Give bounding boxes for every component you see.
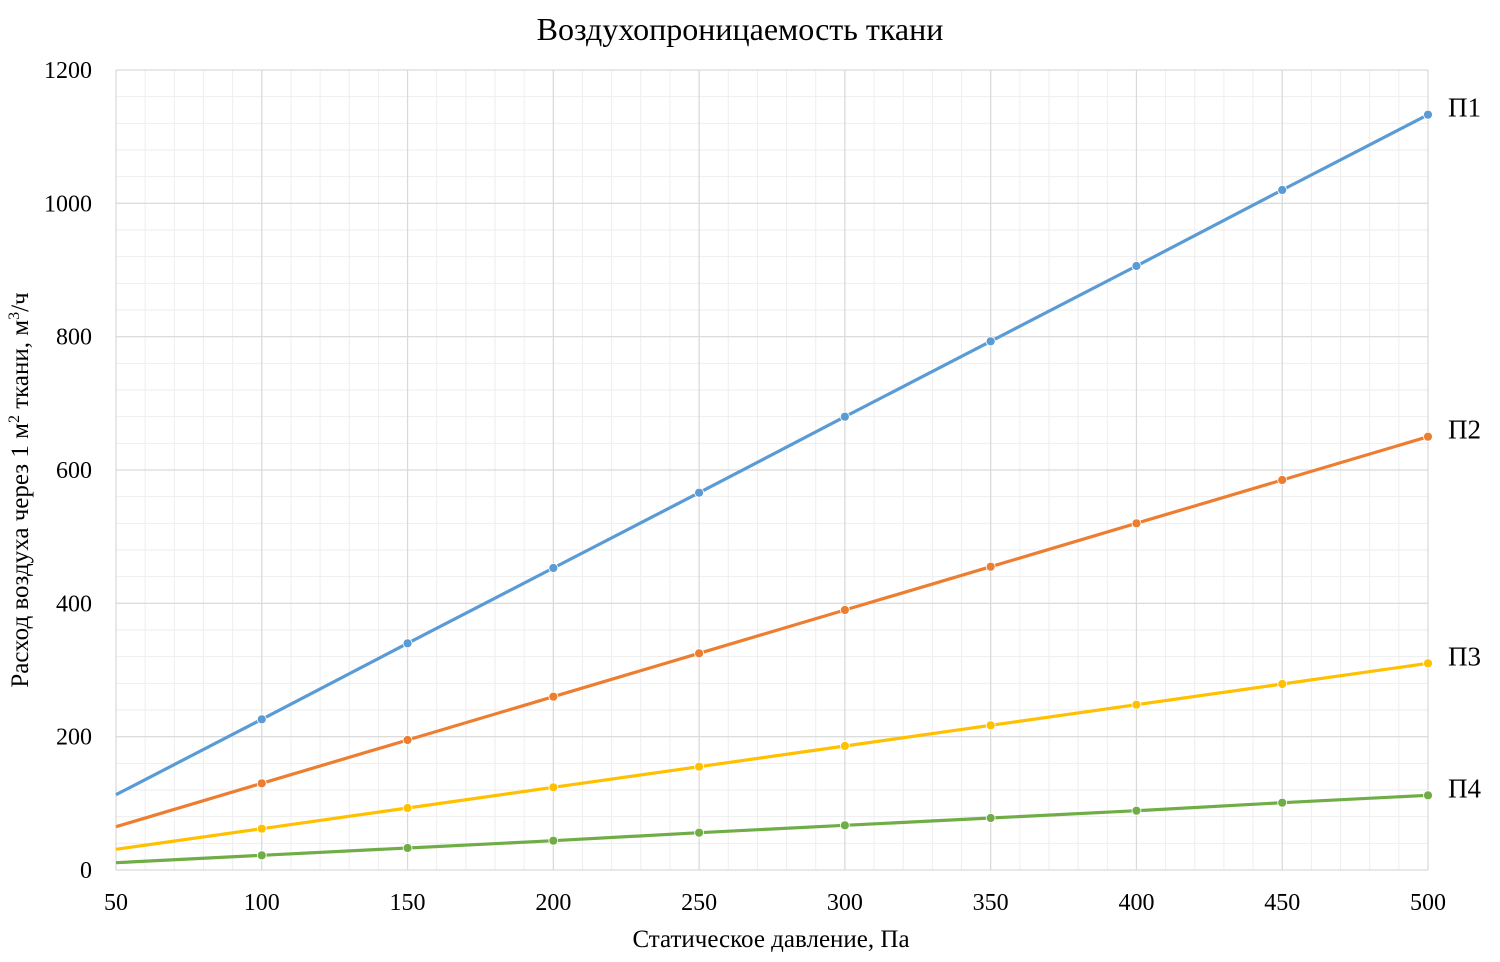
data-point <box>256 714 267 725</box>
data-point <box>985 336 996 347</box>
data-point <box>694 487 705 498</box>
series-label: П1 <box>1448 93 1481 123</box>
series-line <box>115 435 1429 829</box>
y-axis-label: Расход воздуха через 1 м2 ткани, м3/ч <box>6 292 34 687</box>
data-point <box>1277 475 1288 485</box>
data-point <box>402 843 413 853</box>
data-point <box>402 803 413 813</box>
x-tick-label: 350 <box>973 890 1009 916</box>
data-point <box>548 835 559 846</box>
data-point <box>256 778 267 789</box>
data-point <box>1423 790 1433 801</box>
y-tick-label: 1200 <box>44 58 92 84</box>
x-tick-label: 400 <box>1118 890 1154 916</box>
data-point <box>694 648 705 659</box>
x-tick-label: 50 <box>104 890 128 916</box>
series-label: П3 <box>1448 641 1481 671</box>
data-point <box>548 782 559 793</box>
series-line <box>115 113 1429 797</box>
x-tick-label: 150 <box>390 890 426 916</box>
y-tick-label: 600 <box>56 458 92 484</box>
data-point <box>256 850 267 861</box>
series-label: П2 <box>1448 415 1481 445</box>
data-point <box>1131 699 1142 710</box>
data-point <box>256 823 267 834</box>
data-point <box>1423 658 1433 669</box>
series-line <box>115 793 1429 865</box>
data-point <box>1131 518 1142 529</box>
series-3: П3 <box>115 641 1481 851</box>
x-tick-label: 500 <box>1410 890 1446 916</box>
y-tick-label: 800 <box>56 325 92 351</box>
data-point <box>548 563 559 573</box>
series-line <box>115 661 1429 851</box>
data-point <box>985 720 996 731</box>
data-point <box>1277 185 1288 195</box>
y-axis-label-superscript-2: 3 <box>6 312 23 320</box>
data-point <box>402 638 413 649</box>
series-layer: П1 П2 П3 П4 <box>115 93 1481 865</box>
data-point <box>694 761 705 772</box>
data-point <box>1131 805 1142 816</box>
x-tick-label: 300 <box>827 890 863 916</box>
x-tick-label: 250 <box>681 890 717 916</box>
y-tick-label: 200 <box>56 725 92 751</box>
data-point <box>548 691 559 702</box>
data-point <box>985 813 996 823</box>
data-point <box>1423 431 1433 442</box>
x-axis-ticks: 50 100 150 200 250 300 350 400 450 500 <box>104 890 1446 916</box>
y-axis-label-end: /ч <box>7 292 34 312</box>
y-axis-ticks: 0 200 400 600 800 1000 1200 <box>44 58 92 884</box>
y-tick-label: 1000 <box>44 191 92 217</box>
x-tick-label: 450 <box>1264 890 1300 916</box>
series-1: П1 <box>115 93 1481 797</box>
y-tick-label: 400 <box>56 591 92 617</box>
series-label: П4 <box>1448 773 1481 803</box>
data-point <box>839 741 850 751</box>
y-axis-label-main: Расход воздуха через 1 м <box>7 423 34 688</box>
series-4: П4 <box>115 773 1481 865</box>
data-point <box>694 827 705 838</box>
y-tick-label: 0 <box>80 858 92 884</box>
y-axis-label-middle: ткани, м <box>7 320 34 415</box>
series-2: П2 <box>115 415 1481 829</box>
data-point <box>1131 261 1142 271</box>
x-tick-label: 200 <box>535 890 571 916</box>
x-axis-label: Статическое давление, Па <box>632 926 909 953</box>
data-point <box>1277 797 1288 808</box>
grid <box>115 69 1429 871</box>
data-point <box>985 561 996 572</box>
data-point <box>839 411 850 422</box>
data-point <box>839 820 850 831</box>
chart-title: Воздухопроницаемость ткани <box>537 11 944 47</box>
data-point <box>839 605 850 615</box>
y-axis-label-superscript: 2 <box>6 415 23 423</box>
data-point <box>1423 109 1433 120</box>
x-tick-label: 100 <box>244 890 280 916</box>
data-point <box>1277 679 1288 689</box>
data-point <box>402 735 413 745</box>
